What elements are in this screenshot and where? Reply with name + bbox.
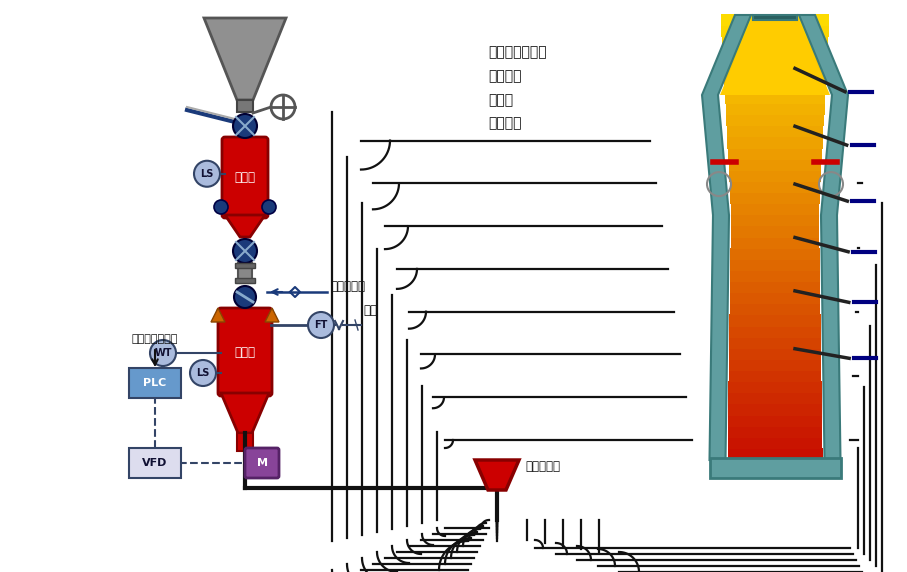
Polygon shape	[475, 460, 519, 490]
Bar	[727, 437, 823, 449]
Polygon shape	[225, 215, 265, 237]
Bar	[721, 25, 829, 37]
Text: 气源: 气源	[363, 304, 377, 317]
Bar	[728, 158, 822, 171]
Bar	[730, 181, 820, 193]
Bar	[730, 270, 820, 282]
FancyBboxPatch shape	[218, 308, 272, 396]
Bar	[729, 170, 821, 182]
Bar	[237, 433, 253, 451]
Bar	[730, 281, 820, 293]
Circle shape	[233, 114, 257, 138]
Bar	[237, 100, 253, 112]
Bar	[728, 370, 822, 382]
FancyBboxPatch shape	[222, 137, 268, 218]
Bar	[729, 337, 821, 349]
FancyBboxPatch shape	[129, 368, 181, 398]
Bar	[725, 92, 825, 104]
Bar	[730, 192, 820, 204]
Circle shape	[233, 239, 257, 263]
Text: 给料量连续可调: 给料量连续可调	[132, 334, 178, 344]
Bar	[728, 415, 822, 427]
Bar	[728, 381, 822, 394]
Polygon shape	[720, 15, 830, 95]
Bar	[730, 248, 820, 260]
FancyBboxPatch shape	[245, 448, 279, 478]
Polygon shape	[702, 15, 751, 460]
Circle shape	[194, 161, 220, 186]
Bar	[729, 315, 821, 327]
Circle shape	[190, 360, 216, 386]
Bar	[730, 259, 820, 271]
Circle shape	[234, 286, 256, 308]
Bar	[730, 236, 820, 249]
Text: 喷吹罐: 喷吹罐	[235, 345, 256, 359]
Bar	[709, 458, 841, 478]
Bar	[724, 70, 826, 82]
Bar	[730, 292, 820, 304]
Text: WT: WT	[154, 348, 171, 358]
Bar	[728, 359, 821, 371]
Bar	[727, 125, 824, 137]
Bar	[753, 15, 797, 20]
Bar	[727, 136, 823, 149]
Bar	[731, 225, 819, 237]
Bar	[727, 114, 824, 126]
Polygon shape	[799, 15, 848, 460]
Text: LS: LS	[196, 368, 210, 378]
Bar	[727, 426, 822, 438]
Bar	[726, 103, 824, 115]
Polygon shape	[221, 393, 269, 433]
Text: 循环流化床锅炉
炼铁高炉
熔炼炉
炼钢电炉: 循环流化床锅炉 炼铁高炉 熔炼炉 炼钢电炉	[488, 45, 547, 130]
Bar	[728, 392, 822, 404]
Polygon shape	[204, 18, 286, 100]
Bar	[235, 278, 255, 283]
Text: 流化加压气: 流化加压气	[330, 280, 365, 293]
Bar	[729, 303, 821, 315]
Text: 收料罐: 收料罐	[235, 171, 256, 184]
Circle shape	[262, 200, 276, 214]
Bar	[731, 203, 819, 215]
Text: PLC: PLC	[143, 378, 167, 388]
Polygon shape	[211, 308, 225, 322]
Circle shape	[214, 200, 228, 214]
Bar	[238, 263, 252, 283]
Bar	[725, 81, 825, 93]
FancyBboxPatch shape	[129, 448, 181, 478]
Bar	[723, 58, 827, 70]
Text: 管路分配器: 管路分配器	[525, 459, 560, 472]
Text: M: M	[257, 458, 268, 468]
Text: LS: LS	[200, 169, 214, 178]
Text: VFD: VFD	[142, 458, 168, 468]
Bar	[723, 47, 827, 59]
Bar	[722, 36, 828, 49]
Circle shape	[150, 340, 176, 366]
Circle shape	[308, 312, 334, 338]
Bar	[728, 403, 822, 415]
Bar	[720, 14, 829, 26]
Polygon shape	[265, 308, 279, 322]
Bar	[729, 325, 821, 337]
Bar	[731, 214, 819, 227]
Bar	[727, 448, 823, 460]
Bar	[235, 263, 255, 268]
Bar	[729, 348, 821, 360]
Bar	[728, 148, 822, 160]
Text: FT: FT	[315, 320, 327, 330]
